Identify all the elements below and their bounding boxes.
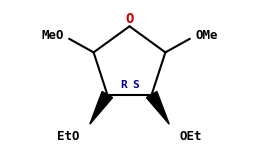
Text: EtO: EtO	[56, 130, 79, 143]
Text: R: R	[120, 80, 127, 90]
Polygon shape	[146, 91, 169, 124]
Text: OEt: OEt	[180, 130, 203, 143]
Polygon shape	[90, 91, 113, 124]
Text: MeO: MeO	[41, 29, 64, 42]
Text: O: O	[125, 12, 134, 26]
Text: OMe: OMe	[195, 29, 218, 42]
Text: S: S	[132, 80, 139, 90]
